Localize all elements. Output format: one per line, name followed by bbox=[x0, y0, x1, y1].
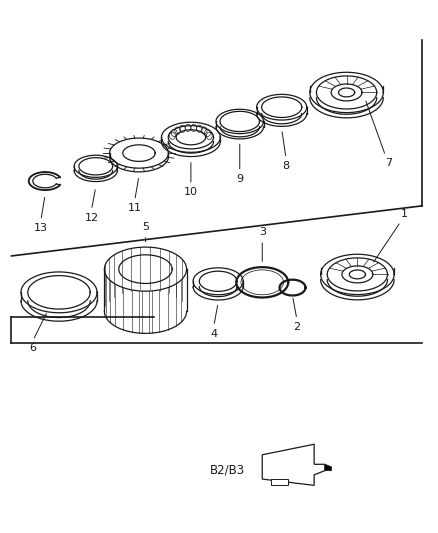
Polygon shape bbox=[325, 464, 332, 471]
Text: 11: 11 bbox=[127, 203, 141, 213]
Polygon shape bbox=[271, 479, 288, 486]
Text: 6: 6 bbox=[29, 343, 36, 353]
Text: 2: 2 bbox=[293, 322, 300, 332]
Text: 4: 4 bbox=[210, 329, 217, 339]
Polygon shape bbox=[262, 444, 325, 486]
Text: 10: 10 bbox=[184, 188, 198, 197]
Text: 7: 7 bbox=[385, 158, 392, 168]
Text: 3: 3 bbox=[259, 228, 266, 238]
Text: 9: 9 bbox=[236, 174, 244, 184]
Text: 13: 13 bbox=[34, 223, 48, 233]
Text: 12: 12 bbox=[85, 213, 99, 223]
Text: 1: 1 bbox=[401, 209, 408, 219]
Text: 8: 8 bbox=[283, 161, 290, 171]
Text: 5: 5 bbox=[142, 222, 149, 232]
Text: B2/B3: B2/B3 bbox=[210, 463, 245, 476]
